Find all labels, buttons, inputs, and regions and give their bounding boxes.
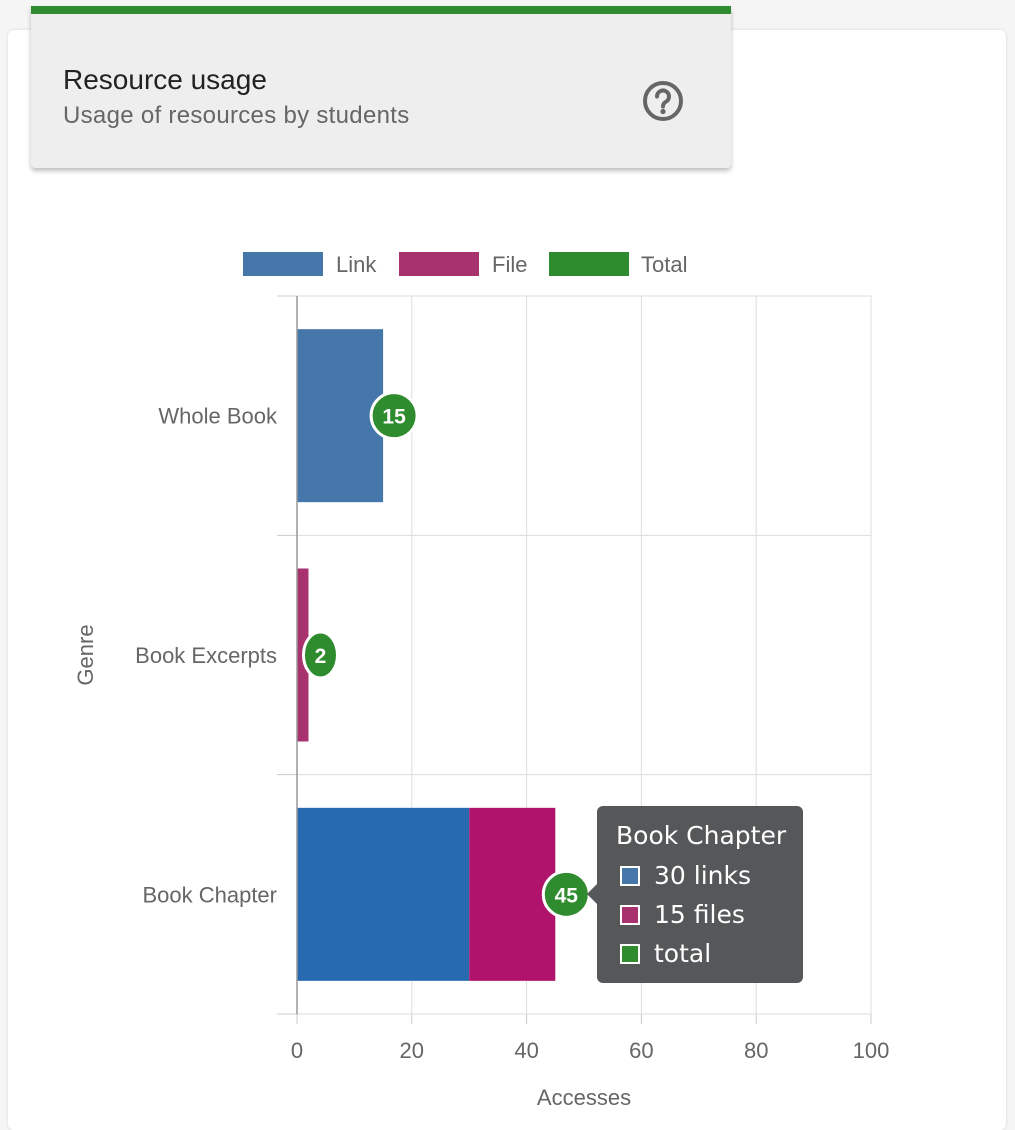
tooltip-label-files: 15 files (654, 900, 745, 929)
total-badge (301, 630, 339, 680)
tooltip-label-total: total (654, 939, 712, 968)
total-label: 15 (382, 406, 406, 429)
x-axis-title: Accesses (537, 1085, 631, 1110)
y-tick-label: Book Excerpts (135, 643, 277, 668)
x-tick-label: 100 (853, 1038, 890, 1063)
legend-label-file: File (492, 252, 527, 277)
legend-label-total: Total (641, 252, 687, 277)
help-circle-icon[interactable] (642, 80, 684, 122)
card-subtitle: Usage of resources by students (63, 102, 410, 129)
bar-link (297, 329, 384, 503)
x-tick-label: 80 (744, 1038, 768, 1063)
x-tick-label: 0 (291, 1038, 303, 1063)
total-badge (369, 391, 419, 441)
tooltip-title: Book Chapter (616, 821, 787, 850)
x-tick-label: 60 (629, 1038, 653, 1063)
card-title: Resource usage (63, 64, 267, 95)
tooltip-swatch-total (620, 943, 640, 964)
legend-swatch-file (399, 252, 479, 276)
bar-link (297, 807, 470, 981)
y-tick-label: Whole Book (158, 404, 278, 429)
x-tick-label: 40 (514, 1038, 538, 1063)
tooltip-row-files: 15 files (616, 895, 803, 934)
legend-swatch-link (243, 252, 323, 276)
tooltip-swatch-files (620, 904, 640, 925)
x-tick-label: 20 (400, 1038, 424, 1063)
total-label: 45 (555, 884, 579, 907)
bar-file (469, 807, 556, 981)
card-header: Resource usage Usage of resources by stu… (31, 6, 731, 168)
y-axis-title: Genre (73, 624, 98, 685)
tooltip-row-links: 30 links (616, 856, 803, 895)
chart-tooltip: Book Chapter 30 links 15 files total (587, 806, 803, 983)
tooltip-swatch-links (620, 865, 640, 886)
legend-label-link: Link (336, 252, 377, 277)
legend-swatch-total (549, 252, 629, 276)
tooltip-row-total: total (616, 934, 803, 973)
tooltip-label-links: 30 links (654, 861, 751, 890)
y-tick-label: Book Chapter (142, 882, 277, 907)
total-label: 2 (315, 645, 327, 668)
